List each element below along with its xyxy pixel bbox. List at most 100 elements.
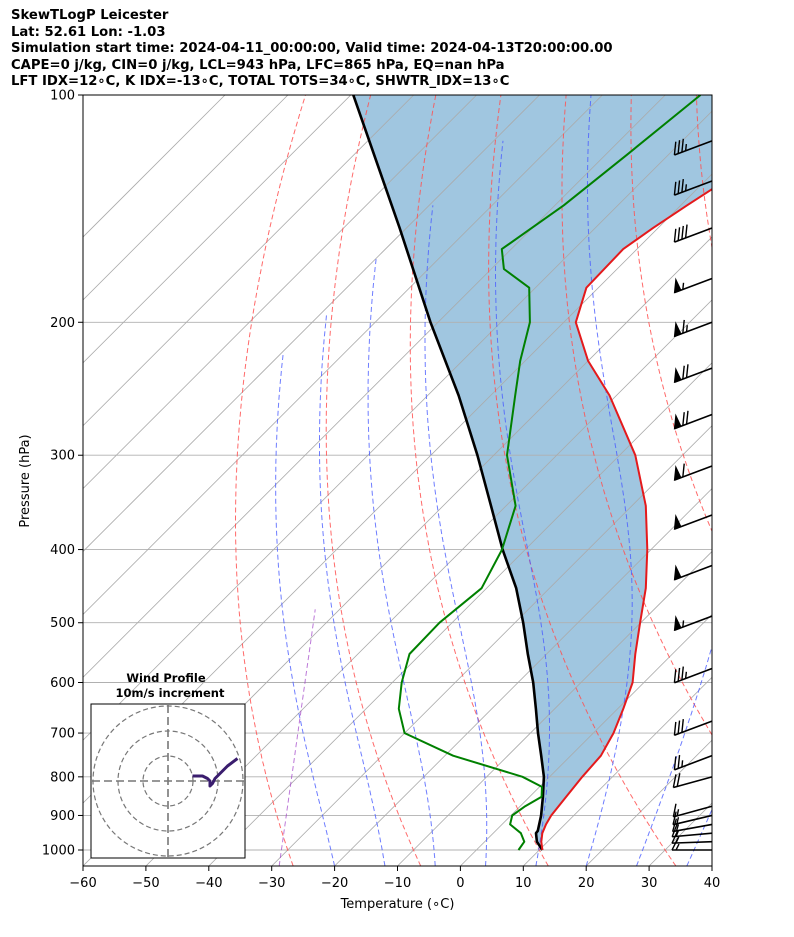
isotherm-line <box>83 95 603 615</box>
wind-barb-pennant <box>673 464 682 481</box>
wind-barb-half-flag <box>685 325 688 332</box>
moist-adiabat-line <box>424 205 488 866</box>
x-tick-label: −30 <box>258 876 285 891</box>
wind-barb-staff <box>674 227 713 243</box>
wind-barb-staff <box>674 180 713 196</box>
hodograph-subtitle: 10m/s increment <box>116 686 225 700</box>
parcel-profile-line <box>352 95 546 851</box>
wind-barb-flag <box>673 181 677 196</box>
dry-adiabat-line <box>235 95 306 866</box>
simulation-times: Simulation start time: 2024-04-11_00:00:… <box>11 41 613 56</box>
isotherm-line <box>523 676 712 866</box>
wind-barb <box>673 319 713 338</box>
isotherm-line <box>397 550 712 866</box>
y-tick-label: 200 <box>50 316 75 331</box>
wind-barb-flag <box>677 720 681 734</box>
wind-barb-flag <box>681 719 684 733</box>
wind-barb-staff <box>674 720 713 737</box>
wind-barb-flag <box>681 666 684 680</box>
x-tick-label: −10 <box>384 876 411 891</box>
y-tick-label: 800 <box>50 770 75 785</box>
wind-barb <box>673 410 713 430</box>
wind-barb-flag <box>676 773 681 787</box>
x-tick-label: −50 <box>132 876 159 891</box>
wind-barb <box>673 277 713 294</box>
wind-barb-staff <box>672 823 713 833</box>
wind-barb-half-flag <box>675 843 680 851</box>
y-tick-label: 700 <box>50 727 75 742</box>
isotherm-line <box>271 425 712 866</box>
wind-barb-pennant <box>673 564 682 581</box>
wind-barb-flag <box>677 755 681 769</box>
wind-barb-flag <box>682 412 685 426</box>
wind-barb-pennant <box>673 513 682 530</box>
chart-title: SkewTLogP Leicester <box>11 8 169 23</box>
dewpoint-line <box>397 95 702 851</box>
wind-barb <box>673 364 713 384</box>
wind-barb-flag <box>685 364 689 378</box>
moist-adiabat-line <box>319 313 386 866</box>
wind-barb-half-flag <box>681 760 684 768</box>
x-tick-label: 0 <box>456 876 464 891</box>
wind-barb-flag <box>677 180 681 194</box>
wind-barb-staff <box>674 754 713 771</box>
y-tick-label: 900 <box>50 809 75 824</box>
moist-adiabat-line <box>636 644 712 866</box>
series-layer <box>352 95 712 851</box>
wind-barb-pennant <box>673 277 682 294</box>
wind-barb <box>673 138 713 156</box>
isotherm-line <box>711 865 712 866</box>
isotherm-line <box>83 95 226 238</box>
wind-barb-flag <box>682 463 685 478</box>
wind-barb-staff <box>672 814 713 826</box>
index-parameters: LFT IDX=12∘C, K IDX=-13∘C, TOTAL TOTS=34… <box>11 74 510 89</box>
y-tick-label: 400 <box>50 543 75 558</box>
wind-barb-flag <box>673 756 677 770</box>
dry-adiabat-line <box>409 95 549 866</box>
isotherm-line <box>83 95 477 490</box>
wind-barb-staff <box>674 667 713 684</box>
dry-adiabat-line <box>561 95 712 736</box>
wind-barb-flag <box>672 803 677 818</box>
wind-barb-half-flag <box>676 817 680 824</box>
wind-barb-flag <box>677 227 681 241</box>
wind-barb-flag <box>681 138 684 153</box>
isotherm-line <box>83 110 712 741</box>
y-tick-label: 300 <box>50 449 75 464</box>
wind-barb-pennant <box>673 321 682 338</box>
y-axis-label: Pressure (hPa) <box>18 434 33 527</box>
hodograph-plot <box>92 705 244 857</box>
wind-barb-pennant <box>673 413 682 430</box>
wind-barb-flag <box>673 228 677 243</box>
wind-barb-flag <box>677 140 681 154</box>
wind-barb <box>673 615 713 632</box>
wind-barb-flag <box>673 669 677 683</box>
y-tick-label: 1000 <box>42 844 75 859</box>
moist-adiabat-line <box>367 259 436 866</box>
wind-barb-flag <box>681 178 684 193</box>
isotherm-line <box>208 362 712 866</box>
isotherm-line <box>83 95 289 301</box>
wind-barb <box>673 513 713 530</box>
mixing-ratio-line <box>278 609 316 866</box>
wind-barb-staff <box>673 776 713 789</box>
wind-barb-half-flag <box>684 144 688 151</box>
wind-barb-flag <box>672 774 677 788</box>
wind-barb <box>673 178 713 196</box>
wind-barb-flag <box>677 667 681 682</box>
cape-shading-layer <box>353 95 712 850</box>
dry-adiabat-line <box>762 95 794 866</box>
wind-barb-half-flag <box>675 836 680 844</box>
moist-adiabat-line <box>275 353 336 866</box>
y-tick-label: 100 <box>50 89 75 104</box>
wind-barb-flag <box>673 721 677 736</box>
chart-header: SkewTLogP Leicester Lat: 52.61 Lon: -1.0… <box>11 8 613 91</box>
y-tick-label: 500 <box>50 616 75 631</box>
moist-adiabat-line <box>495 140 550 866</box>
wind-barb <box>673 754 713 771</box>
y-tick-label: 600 <box>50 676 75 691</box>
wind-barb-flag <box>684 224 688 238</box>
wind-barbs-layer <box>671 138 713 851</box>
wind-barb-half-flag <box>682 620 685 628</box>
